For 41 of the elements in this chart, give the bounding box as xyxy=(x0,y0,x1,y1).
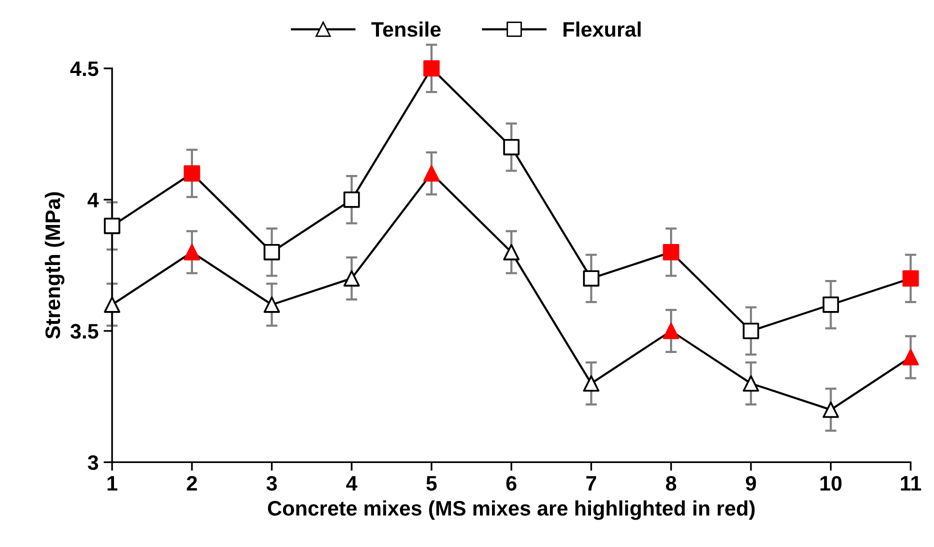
x-tick-label: 5 xyxy=(426,476,437,491)
y-tick-label: 3 xyxy=(88,455,98,470)
point xyxy=(583,375,600,392)
point xyxy=(902,270,919,287)
point xyxy=(184,244,200,260)
point xyxy=(343,191,360,208)
point xyxy=(423,165,440,182)
legend-label: Flexural xyxy=(564,21,641,37)
x-tick-label: 9 xyxy=(746,476,756,491)
point xyxy=(822,402,839,418)
point xyxy=(423,60,440,77)
x-tick-label: 7 xyxy=(586,476,596,491)
x-tick-label: 11 xyxy=(900,476,922,491)
point xyxy=(742,322,760,340)
x-tick-label: 8 xyxy=(666,476,676,491)
point xyxy=(503,244,520,260)
legend-label: Tensile xyxy=(371,21,441,37)
point xyxy=(742,375,760,392)
point xyxy=(104,296,120,313)
point xyxy=(264,296,280,313)
point xyxy=(822,296,839,313)
x-tick-label: 10 xyxy=(820,476,842,491)
point xyxy=(583,270,600,287)
y-tick-label: 3.5 xyxy=(70,324,98,339)
x-tick-label: 2 xyxy=(186,476,197,491)
y-tick-label: 4 xyxy=(88,192,99,208)
point xyxy=(503,138,520,156)
point xyxy=(104,218,120,234)
y-axis-title: Strength (MPa) xyxy=(44,192,64,339)
x-tick-label: 6 xyxy=(506,476,516,491)
x-axis-title: Concrete mixes (MS mixes are highlighted in red) xyxy=(268,500,755,520)
y-tick-label: 4.5 xyxy=(70,62,98,76)
x-tick-label: 1 xyxy=(108,476,118,491)
point xyxy=(343,270,360,287)
point xyxy=(662,244,680,260)
point xyxy=(264,244,280,260)
x-tick-label: 3 xyxy=(266,476,277,491)
point xyxy=(184,165,200,182)
x-tick-label: 4 xyxy=(346,476,358,491)
point xyxy=(902,349,919,366)
point xyxy=(662,322,680,340)
